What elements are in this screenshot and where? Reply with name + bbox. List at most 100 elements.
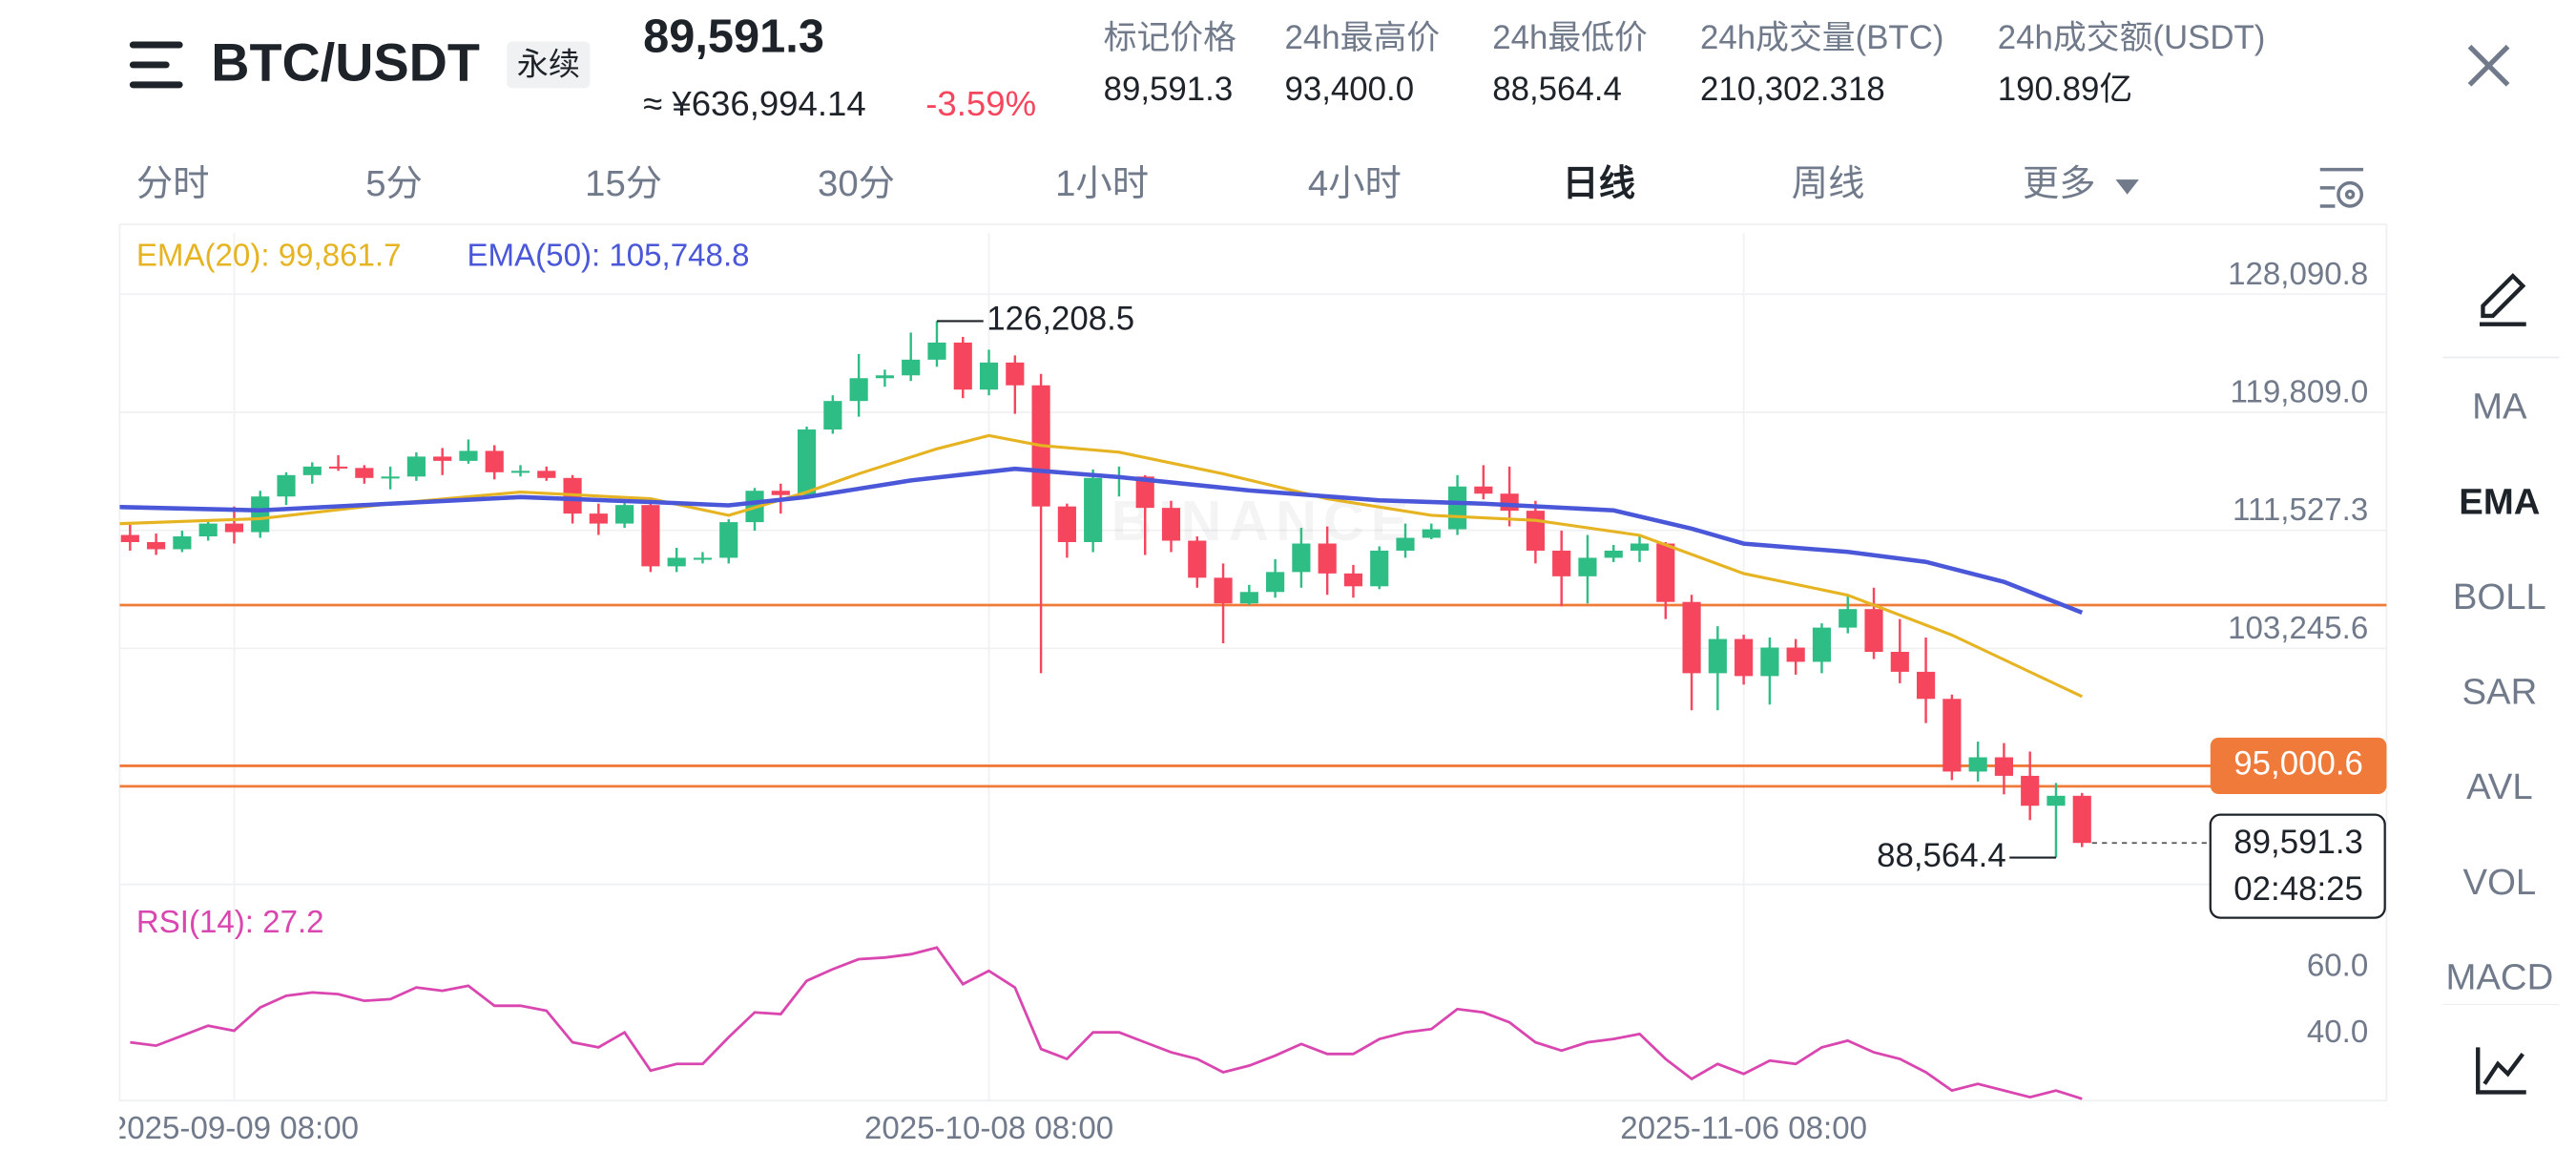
legend-entry: EMA(20): 99,861.7 (136, 239, 402, 274)
candle-body (2046, 795, 2066, 806)
extreme-label: 88,564.4 (1877, 837, 2006, 874)
candle-body (1760, 647, 1779, 677)
x-tick-label: 2025-09-09 08:00 (110, 1111, 359, 1146)
symbol: BTC/USDT (211, 32, 480, 92)
candle-body (1682, 601, 1701, 674)
indicator-tab[interactable]: SAR (2462, 672, 2537, 713)
candle-body (1161, 508, 1181, 541)
dropdown-arrow (2115, 179, 2139, 195)
candle-body (953, 342, 972, 390)
candle-body (1239, 592, 1258, 604)
timeframe-tab[interactable]: 30分 (818, 163, 895, 204)
candle-body (1447, 486, 1467, 530)
rsi-tick-label: 60.0 (2307, 948, 2368, 983)
indicator-tab[interactable]: MACD (2445, 956, 2553, 997)
candle-body (1266, 572, 1285, 593)
timeframe-tab[interactable]: 4小时 (1308, 163, 1402, 204)
stat-value: 88,564.4 (1492, 71, 1622, 108)
candle-body (1786, 647, 1805, 662)
candle-body (1708, 638, 1727, 674)
candle-body (927, 342, 946, 360)
candle-body (328, 466, 348, 469)
candle-body (589, 513, 608, 524)
candle-body (224, 523, 244, 533)
candle-body (198, 523, 218, 537)
indicator-tab[interactable]: EMA (2459, 481, 2540, 522)
indicator-tab[interactable]: VOL (2463, 862, 2537, 903)
candle-body (1604, 550, 1623, 558)
menu-fade (2440, 994, 2565, 1005)
candle-body (1526, 511, 1545, 551)
candle-body (1839, 609, 1858, 628)
candle-body (302, 466, 322, 475)
chart-icon[interactable] (2476, 1047, 2526, 1095)
candle-body (849, 378, 868, 402)
draw-icon[interactable] (2479, 273, 2526, 326)
candle-body (641, 505, 660, 567)
timeframe-tab[interactable]: 15分 (585, 163, 662, 204)
x-tick-label: 2025-10-08 08:00 (864, 1111, 1113, 1146)
candle-body (485, 450, 504, 472)
timeframe-tab[interactable]: 5分 (365, 163, 423, 204)
candle-body (1735, 638, 1754, 677)
change: -3.59% (925, 84, 1036, 123)
timeframe-tab[interactable]: 分时 (136, 163, 210, 204)
menu-icon[interactable] (129, 41, 183, 89)
candle-body (1968, 757, 1987, 772)
candle-body (719, 522, 738, 558)
candle-body (1343, 573, 1363, 587)
timeframe-tab[interactable]: 日线 (1562, 163, 1635, 204)
candle-body (875, 375, 895, 379)
candle-body (510, 471, 530, 473)
indicator-tab[interactable]: AVL (2466, 766, 2533, 807)
ema-line (119, 466, 2084, 615)
y-tick-label: 111,527.3 (2233, 492, 2368, 528)
last-price-label: 89,591.3 (2233, 824, 2363, 861)
candle-body (1422, 529, 1441, 538)
extreme-label: 126,208.5 (987, 301, 1134, 338)
candle-body (1292, 543, 1311, 573)
indicator-tab[interactable]: MA (2472, 387, 2527, 428)
candle-body (1942, 699, 1962, 772)
candle-body (1656, 543, 1675, 602)
countdown: 02:48:25 (2233, 870, 2363, 908)
candle-body (1630, 543, 1650, 551)
y-tick-label: 119,809.0 (2231, 375, 2369, 410)
chart-frame (118, 223, 2388, 1101)
stat-label: 标记价格 (1104, 19, 1236, 56)
legend-entry: EMA(50): 105,748.8 (467, 239, 749, 274)
candle-body (1135, 476, 1154, 509)
ema-line (119, 433, 2083, 699)
rsi-line (130, 946, 2083, 1100)
settings-icon[interactable] (2319, 167, 2364, 208)
last-price-box (2209, 813, 2386, 919)
candle-body (381, 476, 400, 479)
candle-body (667, 557, 686, 567)
price-line-label: 95,000.6 (2233, 745, 2363, 783)
indicator-tab[interactable]: BOLL (2453, 576, 2546, 617)
timeframe-tab[interactable]: 1小时 (1055, 163, 1149, 204)
y-tick-label: 128,090.8 (2228, 257, 2368, 292)
candle-body (902, 359, 921, 376)
price-line-badge (2210, 737, 2387, 795)
candle-body (406, 456, 426, 477)
candle-body (771, 491, 790, 495)
contract-badge (507, 41, 591, 89)
candle-body (1864, 609, 1883, 652)
stat-label: 24h成交额(USDT) (1998, 19, 2266, 56)
rsi-tick-label: 40.0 (2307, 1015, 2368, 1050)
stat-value: 93,400.0 (1285, 71, 1415, 108)
candle-body (1188, 540, 1207, 578)
last-price: 89,591.3 (643, 11, 824, 63)
candle-body (1474, 486, 1493, 494)
timeframe-tab[interactable]: 周线 (1792, 163, 1865, 204)
timeframe-tab[interactable]: 更多 (2023, 163, 2096, 204)
candle-body (615, 505, 634, 524)
candle-body (823, 401, 842, 430)
close-icon[interactable] (2467, 44, 2510, 87)
x-tick-label: 2025-11-06 08:00 (1620, 1111, 1867, 1146)
candle-body (2021, 775, 2040, 806)
stat-value: 89,591.3 (1104, 71, 1234, 108)
